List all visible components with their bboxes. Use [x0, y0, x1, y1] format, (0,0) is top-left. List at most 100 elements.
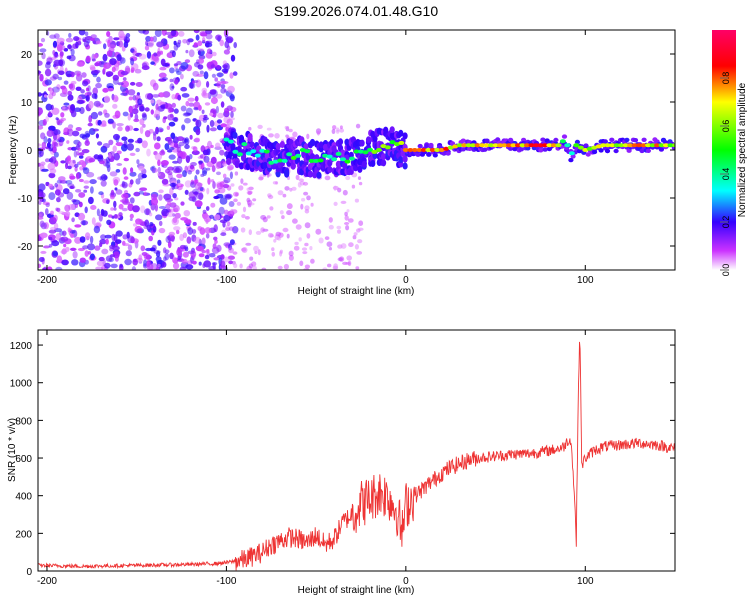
- spectrogram-ridge-cell: [308, 158, 315, 163]
- spectrogram-cell: [52, 40, 58, 48]
- spectrogram-cell: [209, 214, 215, 219]
- spectrogram-cell: [240, 178, 244, 184]
- spectrogram-ridge-cell: [546, 143, 553, 148]
- spectrogram-cell: [198, 104, 202, 111]
- spectrogram-cell: [52, 251, 58, 257]
- spectrogram-cell: [93, 54, 98, 59]
- spectrogram-ridge-cell: [429, 148, 436, 152]
- spectrogram-cell: [163, 116, 168, 120]
- spectrogram-cell: [54, 189, 61, 196]
- spectrogram-cell: [98, 214, 103, 222]
- spectrogram-ridge-cell: [241, 142, 248, 147]
- spectrogram-cell: [230, 54, 236, 62]
- spectrogram-cell: [302, 181, 309, 186]
- spectrogram-cell: [102, 87, 109, 93]
- spectrogram-cell: [42, 119, 47, 126]
- spectrogram-cell: [232, 251, 238, 255]
- spectrogram-cell: [150, 99, 155, 104]
- x-tick-label: -200: [37, 576, 57, 587]
- spectrogram-cell: [266, 127, 272, 131]
- spectrogram-ridge-cell: [559, 139, 566, 144]
- spectrogram-cell: [157, 239, 162, 246]
- spectrogram-cell: [258, 176, 264, 181]
- spectrogram-cell: [90, 34, 97, 39]
- spectrogram-ridge-halo: [602, 139, 609, 144]
- spectrogram-ridge-cell: [384, 145, 391, 150]
- spectrogram-cell: [38, 107, 43, 115]
- spectrogram-cell: [64, 211, 71, 217]
- spectrogram-ridge-halo: [482, 147, 488, 152]
- spectrogram-cell: [182, 170, 187, 178]
- spectrogram-cell: [216, 244, 222, 252]
- colorbar-gradient: [712, 30, 736, 270]
- spectrogram-cell: [257, 124, 263, 129]
- spectrogram-cell: [121, 80, 129, 88]
- spectrogram-cell: [76, 99, 85, 105]
- spectrogram-ridge-cell: [541, 143, 548, 148]
- spectrogram-cell: [39, 73, 44, 82]
- spectrogram-cell: [358, 220, 364, 226]
- spectrogram-cell: [118, 212, 123, 217]
- spectrogram-cell: [53, 33, 60, 39]
- spectrogram-cell: [336, 129, 340, 134]
- spectrogram-ridge-halo: [432, 153, 438, 158]
- spectrogram-ridge-cell: [586, 146, 593, 151]
- spectrogram-cell: [158, 206, 167, 209]
- spectrogram-cell: [155, 103, 159, 111]
- spectrogram-cell: [70, 233, 74, 238]
- spectrogram-cell: [223, 49, 230, 55]
- figure-title: S199.2026.074.01.48.G10: [274, 3, 438, 19]
- spectrogram-cell: [176, 173, 183, 179]
- spectrogram-cell: [344, 222, 350, 225]
- spectrogram-cell: [242, 182, 248, 186]
- spectrogram-ridge-cell: [550, 143, 557, 148]
- spectrogram-cell: [165, 168, 170, 174]
- spectrogram-cell: [199, 187, 204, 192]
- spectrogram-cell: [100, 180, 107, 187]
- spectrogram-cell: [158, 227, 166, 234]
- spectrogram-cell: [210, 202, 216, 208]
- spectrogram-ridge-cell: [236, 152, 243, 157]
- y-tick-label: 0: [26, 146, 32, 157]
- y-tick-label: 20: [21, 50, 33, 61]
- spectrogram-cell: [304, 222, 311, 229]
- spectrogram-cell: [111, 233, 116, 242]
- spectrogram-ridge-cell: [492, 143, 499, 148]
- spectrogram-ridge-cell: [582, 148, 589, 152]
- spectrogram-cell: [153, 250, 161, 254]
- spectrogram-cell: [194, 137, 200, 143]
- spectrogram-cell: [122, 167, 127, 175]
- spectrogram-cell: [187, 170, 192, 175]
- spectrogram-cell: [205, 249, 210, 254]
- spectrogram-cell: [192, 221, 197, 226]
- spectrogram-cell: [51, 107, 60, 116]
- spectrogram-cell: [346, 255, 353, 261]
- spectrogram-cell: [73, 150, 78, 158]
- spectrogram-ridge-halo: [525, 146, 531, 151]
- spectrogram-cell: [216, 93, 223, 99]
- spectrogram-cell: [50, 226, 57, 231]
- spectrogram-cell: [113, 37, 120, 41]
- colorbar-tick-label: 0.6: [721, 120, 731, 133]
- spectrogram-ridge-halo: [641, 137, 647, 142]
- spectrogram-cell: [278, 232, 284, 238]
- spectrogram-cell: [179, 233, 185, 242]
- spectrogram-cell: [89, 253, 95, 261]
- spectrogram-cell: [176, 136, 185, 142]
- spectrogram-cell: [198, 192, 204, 201]
- spectrogram-cell: [166, 211, 175, 218]
- spectrogram-cell: [166, 136, 173, 141]
- spectrogram-cell: [342, 189, 348, 196]
- spectrogram-cell: [87, 85, 91, 92]
- spectrogram-cell: [220, 83, 226, 89]
- spectrogram-ridge-halo: [264, 152, 270, 160]
- spectrogram-cell: [53, 59, 62, 66]
- spectrogram-cell: [159, 128, 163, 133]
- spectrogram-cell: [172, 193, 177, 199]
- spectrogram-cell: [109, 58, 117, 66]
- spectrogram-cell: [97, 141, 103, 146]
- spectrogram-cell: [74, 166, 78, 172]
- spectrogram-cell: [50, 156, 57, 164]
- y-tick-label: 1000: [10, 379, 33, 390]
- spectrogram-cell: [89, 179, 97, 185]
